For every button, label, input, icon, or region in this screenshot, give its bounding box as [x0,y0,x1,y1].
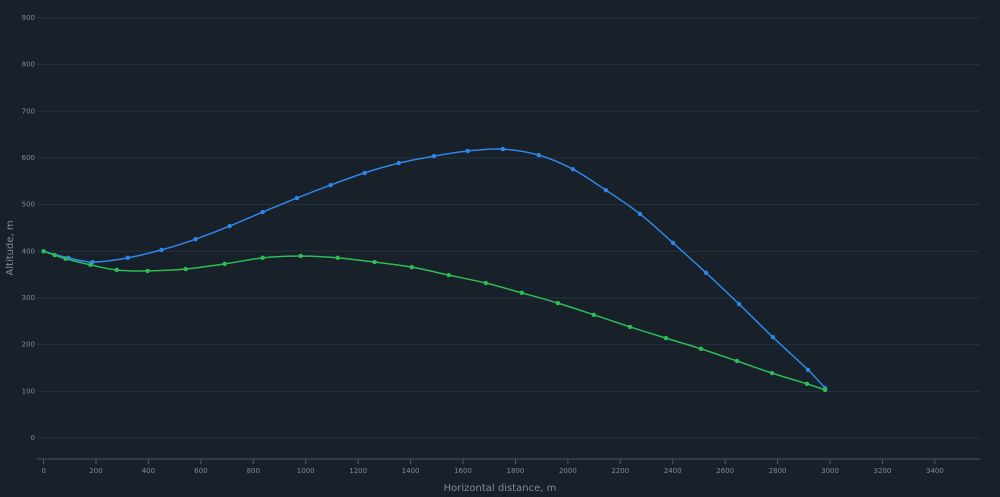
data-point [63,256,68,261]
x-tick-label: 1200 [349,467,367,475]
x-tick-label: 2600 [716,467,734,475]
x-tick-label: 600 [194,467,207,475]
data-point [555,300,561,306]
data-point [770,334,776,340]
data-point [570,166,576,172]
x-tick-label: 3200 [874,467,892,475]
data-point [362,170,367,176]
x-tick-label: 2800 [769,467,787,475]
y-tick-label: 600 [22,154,35,162]
data-point [431,153,437,159]
data-point [500,146,506,152]
data-point [260,209,265,215]
data-point [804,381,810,387]
data-point [372,259,377,265]
y-tick-label: 500 [22,201,35,209]
x-tick-label: 3400 [926,467,944,475]
data-point [805,367,811,373]
data-point [260,255,265,261]
data-point [222,261,227,267]
x-tick-label: 1600 [454,467,472,475]
x-axis-title: Horizontal distance, m [444,483,557,494]
data-point [183,266,188,272]
data-point [227,223,232,229]
data-point [298,253,303,259]
y-tick-label: 800 [22,61,35,69]
data-point [670,240,676,246]
y-tick-label: 700 [22,107,35,115]
data-point [536,152,541,158]
data-point [736,301,742,307]
x-tick-label: 2400 [664,467,682,475]
data-point [519,290,524,296]
x-tick-label: 1800 [507,467,525,475]
data-point [769,370,775,376]
data-point [52,252,57,258]
x-tick-label: 1000 [297,467,315,475]
y-tick-label: 400 [22,247,35,255]
data-point [822,387,828,393]
x-tick-label: 200 [89,467,102,475]
data-point [193,236,198,242]
y-tick-label: 100 [22,387,35,395]
data-point [446,272,452,278]
x-tick-label: 2000 [559,467,577,475]
y-tick-label: 900 [22,14,35,22]
data-point [328,182,333,188]
x-tick-label: 1400 [402,467,420,475]
data-point [114,267,119,273]
y-tick-label: 200 [22,341,35,349]
data-point [145,268,150,274]
x-tick-label: 0 [41,467,45,475]
data-point [88,262,93,268]
data-point [703,270,709,275]
data-point [294,195,300,201]
data-point [483,280,489,286]
y-axis-title: Altitude, m [5,220,16,275]
data-point [603,187,609,193]
data-point [591,312,597,317]
data-point [396,160,401,166]
data-point [125,255,130,261]
data-point [698,346,704,352]
data-point [409,264,415,270]
y-tick-label: 300 [22,294,35,302]
data-point [465,148,470,154]
data-point [335,255,340,261]
data-point [41,249,46,254]
x-tick-label: 400 [142,467,155,475]
y-tick-label: 0 [31,434,35,442]
data-point [663,335,669,341]
data-point [734,358,740,364]
x-tick-label: 800 [247,467,260,475]
x-tick-label: 2200 [611,467,629,475]
data-point [159,247,164,253]
data-point [637,211,643,217]
x-tick-label: 3000 [821,467,839,475]
data-point [627,324,633,330]
